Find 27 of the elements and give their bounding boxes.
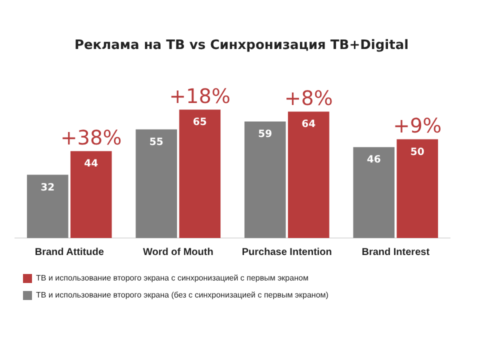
bar <box>396 139 438 238</box>
bar <box>136 129 178 238</box>
bar <box>179 110 221 238</box>
data-label: 44 <box>84 158 98 170</box>
annotation: +8% <box>284 86 333 110</box>
annotation: +38% <box>60 125 122 150</box>
data-label: 46 <box>366 154 381 166</box>
legend-label: ТВ и использование второго экрана (без с синхронизацией с первым экраном) <box>36 290 329 300</box>
x-tick-label: Brand Interest <box>362 246 430 258</box>
annotation: +9% <box>393 113 442 138</box>
bar <box>353 147 395 238</box>
data-label: 65 <box>192 117 207 128</box>
data-label: 32 <box>40 182 55 194</box>
chart-title: Реклама на ТВ vs Синхронизация ТВ+Digital <box>73 38 410 53</box>
data-label: 50 <box>410 146 424 158</box>
x-tick-label: Brand Attitude <box>34 246 104 258</box>
data-label: 55 <box>149 136 164 148</box>
annotation: +18% <box>169 84 230 108</box>
x-tick-label: Word of Mouth <box>142 246 214 258</box>
bar <box>26 174 68 238</box>
data-label: 59 <box>258 129 272 140</box>
x-tick-label: Purchase Intention <box>242 246 332 258</box>
data-label: 64 <box>302 119 316 130</box>
bar <box>244 121 286 238</box>
bar <box>288 112 330 238</box>
legend-label: ТВ и использование второго экрана с синхронизацией с первым экраном <box>36 274 308 283</box>
bar <box>70 151 112 238</box>
